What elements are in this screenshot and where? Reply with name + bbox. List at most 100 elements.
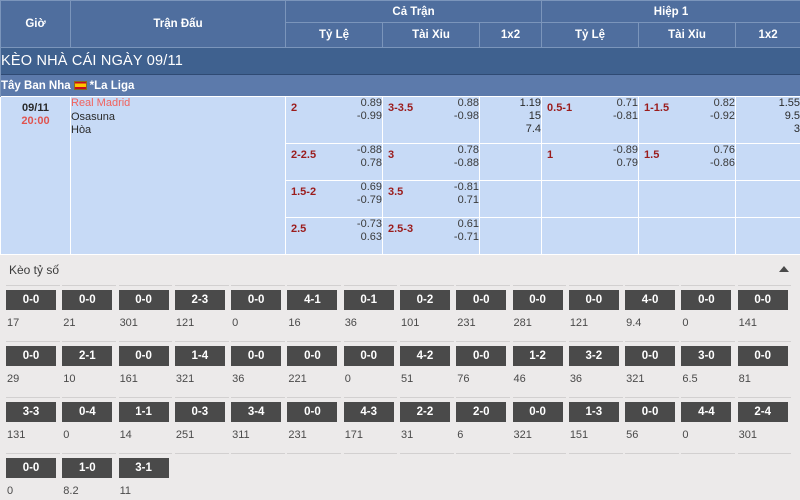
correct-score-cell[interactable]: 0-0 56 (625, 397, 679, 453)
score-odd-value[interactable]: 0 (7, 485, 14, 497)
correct-score-cell[interactable]: 2-2 31 (399, 397, 454, 453)
ft-1x2-cell-1[interactable]: 1.19 15 7.4 (478, 96, 543, 144)
ft-handicap-cell-2[interactable]: 2-2.5 -0.88 0.78 (285, 143, 383, 181)
correct-score-cell[interactable]: 0-0 81 (737, 341, 792, 397)
score-odd-value[interactable]: 31 (400, 429, 414, 441)
score-odd-value[interactable]: 6.5 (682, 373, 698, 385)
odd-value-home[interactable]: 1.55 (778, 97, 800, 109)
odd-value[interactable]: -0.92 (709, 110, 736, 122)
odd-value[interactable]: 0.82 (713, 97, 736, 109)
correct-score-cell[interactable]: 0-0 17 (6, 285, 60, 341)
ft-handicap-cell-1[interactable]: 2 0.89 -0.99 (285, 96, 383, 144)
odd-value-away[interactable]: 3 (793, 123, 800, 135)
score-odd-value[interactable]: 251 (175, 429, 195, 441)
h1-1x2-cell-1[interactable]: 1.55 9.5 3 (735, 96, 800, 144)
odd-value[interactable]: -0.98 (453, 110, 479, 122)
score-odd-value[interactable]: 171 (344, 429, 364, 441)
odd-value[interactable]: 0.71 (616, 97, 639, 109)
score-odd-value[interactable]: 29 (7, 373, 20, 385)
correct-score-cell[interactable]: 0-0 281 (512, 285, 567, 341)
ft-overunder-cell-4[interactable]: 2.5-3 0.61 -0.71 (382, 217, 480, 255)
score-odd-value[interactable]: 16 (288, 317, 301, 329)
ft-overunder-cell-2[interactable]: 3 0.78 -0.88 (382, 143, 480, 181)
score-odd-value[interactable]: 161 (119, 373, 138, 385)
score-odd-value[interactable]: 46 (513, 373, 526, 385)
correct-score-cell[interactable]: 3-0 6.5 (681, 341, 736, 397)
score-odd-value[interactable]: 8.2 (63, 485, 79, 497)
score-odd-value[interactable]: 321 (175, 373, 195, 385)
score-odd-value[interactable]: 9.4 (626, 317, 642, 329)
score-odd-value[interactable]: 101 (400, 317, 420, 329)
odd-value[interactable]: -0.88 (453, 157, 479, 169)
correct-score-cell[interactable]: 0-0 0 (343, 341, 398, 397)
score-odd-value[interactable]: 81 (738, 373, 751, 385)
score-odd-value[interactable]: 0 (344, 373, 351, 385)
h1-handicap-cell-1[interactable]: 0.5-1 0.71 -0.81 (541, 96, 640, 144)
score-odd-value[interactable]: 311 (232, 429, 250, 441)
h1-overunder-cell-2[interactable]: 1.5 0.76 -0.86 (638, 143, 737, 181)
score-odd-value[interactable]: 231 (457, 317, 476, 329)
score-odd-value[interactable]: 21 (63, 317, 76, 329)
odd-value[interactable]: 0.71 (457, 194, 479, 206)
correct-score-header[interactable]: Kèo tỷ số (0, 255, 800, 285)
correct-score-cell[interactable]: 0-0 321 (512, 397, 567, 453)
match-row-1[interactable]: 09/11 20:00 Real Madrid Osasuna Hòa 2 0.… (0, 96, 800, 255)
correct-score-cell[interactable]: 2-3 121 (174, 285, 229, 341)
score-odd-value[interactable]: 221 (288, 373, 307, 385)
score-odd-value[interactable]: 131 (7, 429, 26, 441)
correct-score-cell[interactable]: 0-0 121 (568, 285, 623, 341)
correct-score-cell[interactable]: 4-1 16 (287, 285, 342, 341)
score-odd-value[interactable]: 121 (569, 317, 589, 329)
score-odd-value[interactable]: 321 (513, 429, 532, 441)
ft-handicap-cell-4[interactable]: 2.5 -0.73 0.63 (285, 217, 383, 255)
correct-score-cell[interactable]: 0-3 251 (174, 397, 229, 453)
correct-score-cell[interactable]: 0-0 21 (62, 285, 117, 341)
correct-score-cell[interactable]: 1-2 46 (512, 341, 567, 397)
odd-value[interactable]: 0.61 (457, 218, 479, 230)
correct-score-cell[interactable]: 2-1 10 (62, 341, 117, 397)
h1-handicap-cell-2[interactable]: 1 -0.89 0.79 (541, 143, 640, 181)
odd-value[interactable]: 0.78 (457, 144, 479, 156)
correct-score-cell[interactable]: 0-0 36 (231, 341, 285, 397)
score-odd-value[interactable]: 321 (626, 373, 645, 385)
score-odd-value[interactable]: 141 (738, 317, 758, 329)
correct-score-cell[interactable]: 0-0 221 (287, 341, 342, 397)
score-odd-value[interactable]: 17 (7, 317, 20, 329)
correct-score-cell[interactable]: 0-0 231 (287, 397, 342, 453)
correct-score-cell[interactable]: 0-0 0 (681, 285, 736, 341)
odd-value[interactable]: -0.81 (453, 181, 479, 193)
correct-score-cell[interactable]: 1-3 151 (568, 397, 623, 453)
correct-score-cell[interactable]: 0-0 231 (456, 285, 511, 341)
correct-score-cell[interactable]: 0-1 36 (343, 285, 398, 341)
score-odd-value[interactable]: 0 (682, 317, 689, 329)
correct-score-cell[interactable]: 0-0 161 (118, 341, 173, 397)
correct-score-cell[interactable]: 0-0 301 (118, 285, 173, 341)
correct-score-cell[interactable]: 1-1 14 (118, 397, 173, 453)
odd-value[interactable]: 0.78 (360, 157, 382, 169)
home-team[interactable]: Real Madrid (71, 97, 131, 109)
correct-score-cell[interactable]: 3-3 131 (6, 397, 60, 453)
odd-value-home[interactable]: 1.19 (519, 97, 542, 109)
correct-score-cell[interactable]: 0-0 321 (625, 341, 679, 397)
correct-score-cell[interactable]: 0-4 0 (62, 397, 117, 453)
correct-score-cell[interactable]: 4-3 171 (343, 397, 398, 453)
match-row-4[interactable]: 2.5 -0.73 0.63 2.5-3 0.61 -0.71 (1, 217, 800, 255)
score-odd-value[interactable]: 76 (457, 373, 470, 385)
odd-value[interactable]: -0.88 (356, 144, 382, 156)
correct-score-cell[interactable]: 0-0 0 (6, 453, 60, 500)
match-row-2[interactable]: 2-2.5 -0.88 0.78 3 0.78 -0.88 1 (1, 143, 800, 181)
score-odd-value[interactable]: 36 (344, 317, 357, 329)
score-odd-value[interactable]: 36 (569, 373, 583, 385)
score-odd-value[interactable]: 56 (626, 429, 639, 441)
correct-score-cell[interactable]: 1-0 8.2 (62, 453, 117, 500)
odd-value[interactable]: -0.81 (612, 110, 639, 122)
odd-value[interactable]: 0.88 (457, 97, 479, 109)
league-header[interactable]: Tây Ban Nha *La Liga (0, 74, 800, 97)
correct-score-cell[interactable]: 0-0 0 (231, 285, 285, 341)
score-odd-value[interactable]: 0 (63, 429, 70, 441)
score-odd-value[interactable]: 36 (232, 373, 245, 385)
correct-score-cell[interactable]: 0-0 76 (456, 341, 511, 397)
odd-value[interactable]: 0.79 (616, 157, 639, 169)
score-odd-value[interactable]: 281 (513, 317, 532, 329)
odd-value[interactable]: -0.79 (356, 194, 382, 206)
